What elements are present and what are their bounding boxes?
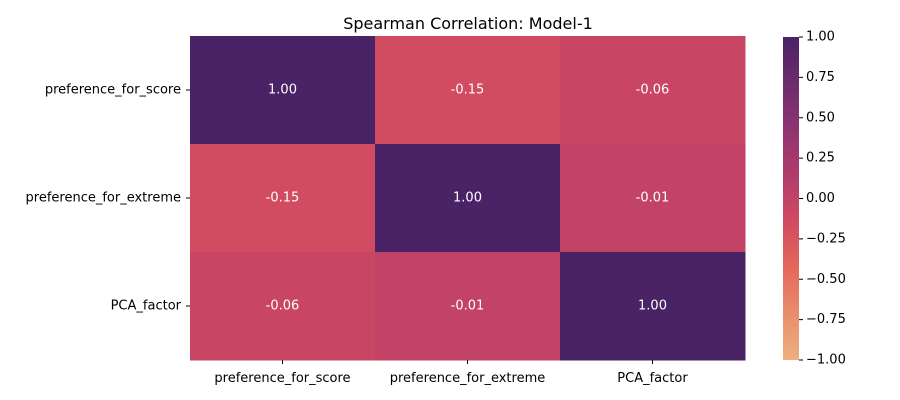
heatmap-cell	[560, 144, 746, 253]
colorbar-tick-label: 0.75	[806, 70, 835, 85]
cell-value-label: -0.15	[266, 191, 300, 206]
cell-value-label: 1.00	[453, 191, 482, 206]
heatmap-cell	[560, 252, 746, 361]
colorbar-tick-label: 1.00	[806, 30, 835, 45]
cell-value-label: 1.00	[268, 83, 297, 98]
x-axis: preference_for_score preference_for_extre…	[214, 360, 688, 386]
colorbar-tick-label: −0.50	[806, 272, 846, 287]
heatmap-cells	[190, 36, 746, 361]
x-tick-label: preference_for_extreme	[390, 371, 545, 386]
heatmap-cell	[375, 252, 561, 361]
colorbar-tick-label: −0.75	[806, 312, 846, 327]
heatmap-cell-labels: 1.00 -0.15 -0.06 -0.15 1.00 -0.01 -0.06 -0.01 1.…	[266, 83, 670, 314]
heatmap-cell	[560, 36, 746, 145]
heatmap-cell	[375, 144, 561, 253]
colorbar: 1.00 0.75 0.50 0.25 0.00 −0.25 −0.50 −0.75 −1.00	[783, 30, 846, 368]
colorbar-tick-label: 0.25	[806, 151, 835, 166]
colorbar-gradient	[783, 37, 799, 360]
heatmap-cell	[190, 252, 376, 361]
cell-value-label: -0.01	[636, 191, 670, 206]
y-axis: preference_for_score preference_for_extre…	[26, 83, 190, 314]
cell-value-label: -0.06	[636, 83, 670, 98]
y-tick-label: PCA_factor	[111, 299, 182, 314]
cell-value-label: -0.06	[266, 299, 300, 314]
colorbar-tick-label: 0.50	[806, 110, 835, 125]
cell-value-label: -0.15	[451, 83, 485, 98]
colorbar-tick-label: 0.00	[806, 191, 835, 206]
y-tick-label: preference_for_score	[45, 83, 181, 98]
heatmap-cell	[190, 144, 376, 253]
x-tick-label: preference_for_score	[214, 371, 350, 386]
colorbar-tick-label: −1.00	[806, 353, 846, 368]
heatmap-cell	[190, 36, 376, 145]
heatmap-cell	[375, 36, 561, 145]
cell-value-label: 1.00	[638, 299, 667, 314]
colorbar-tick-label: −0.25	[806, 231, 846, 246]
y-tick-label: preference_for_extreme	[26, 191, 181, 206]
x-tick-label: PCA_factor	[617, 371, 688, 386]
chart-title: Spearman Correlation: Model-1	[343, 14, 593, 33]
cell-value-label: -0.01	[451, 299, 485, 314]
